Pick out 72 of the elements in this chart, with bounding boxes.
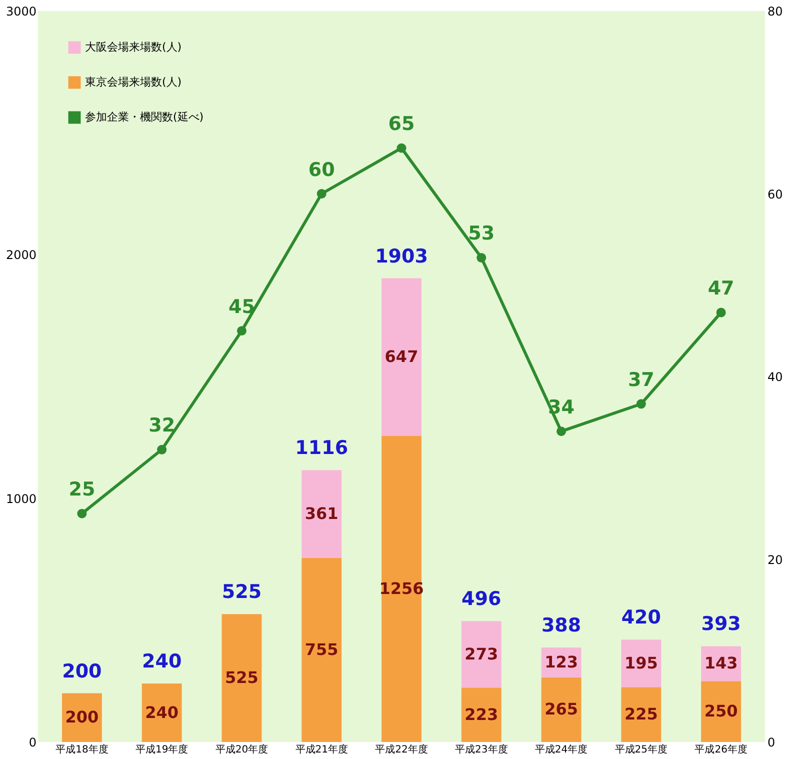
bar [382, 436, 422, 742]
total-label: 496 [462, 588, 502, 610]
data-label: 647 [384, 347, 418, 366]
legend-label: 参加企業・機関数(延べ) [85, 110, 204, 124]
total-label: 1116 [295, 437, 348, 460]
x-tick-label: 平成26年度 [694, 744, 748, 756]
data-label: 45 [228, 296, 255, 318]
x-tick-label: 平成19年度 [135, 744, 188, 756]
point [636, 399, 646, 409]
point [476, 252, 486, 262]
point [157, 444, 167, 454]
bar [302, 470, 342, 558]
point [316, 189, 326, 198]
point [77, 508, 87, 518]
y2-tick-label: 80 [768, 4, 783, 18]
y2-tick-label: 0 [768, 736, 776, 750]
y2-tick-label: 60 [768, 187, 783, 202]
y-tick-label: 2000 [6, 248, 36, 262]
data-label: 53 [468, 222, 495, 245]
data-label: 223 [464, 704, 498, 724]
data-label: 225 [624, 704, 658, 724]
point [716, 308, 726, 318]
legend-label: 大阪会場来場数(人) [85, 40, 182, 54]
data-label: 195 [624, 653, 658, 672]
x-tick-label: 平成23年度 [455, 744, 508, 756]
data-label: 32 [148, 414, 176, 437]
bar [222, 614, 262, 742]
x-tick-label: 平成25年度 [614, 744, 668, 756]
total-label: 200 [62, 660, 102, 682]
data-label: 65 [388, 113, 415, 136]
total-label: 420 [621, 606, 662, 629]
point [236, 326, 246, 336]
data-label: 525 [225, 668, 258, 688]
bar [461, 621, 502, 688]
total-label: 525 [222, 581, 262, 604]
y2-tick-label: 40 [768, 370, 783, 384]
total-label: 1903 [375, 245, 428, 268]
bar [382, 278, 422, 436]
data-label: 755 [304, 640, 338, 660]
data-label: 361 [304, 504, 338, 524]
data-label: 25 [68, 478, 96, 501]
bar [302, 558, 342, 742]
bar [541, 677, 582, 742]
total-label: 388 [541, 614, 582, 636]
data-label: 200 [65, 708, 99, 727]
data-label: 240 [145, 702, 179, 722]
total-label: 393 [701, 613, 741, 636]
x-tick-label: 平成24年度 [534, 744, 588, 756]
data-label: 123 [544, 652, 578, 672]
legend-label: 東京会場来場数(人) [85, 76, 182, 88]
y-tick-label: 0 [28, 736, 36, 750]
x-tick-label: 平成21年度 [295, 744, 348, 756]
y-tick-label: 3000 [6, 4, 36, 18]
total-label: 240 [142, 650, 182, 673]
data-label: 265 [544, 700, 578, 719]
data-label: 273 [464, 644, 498, 664]
bar [461, 688, 502, 742]
point [556, 426, 566, 436]
y2-tick-label: 20 [768, 552, 783, 567]
data-label: 47 [708, 278, 734, 300]
data-label: 37 [628, 368, 654, 391]
x-tick-label: 平成22年度 [375, 744, 428, 756]
x-tick-label: 平成18年度 [56, 744, 108, 756]
data-label: 143 [704, 654, 738, 673]
bar [621, 687, 662, 742]
data-label: 60 [308, 158, 335, 181]
y-tick-label: 1000 [6, 492, 36, 506]
data-label: 250 [704, 702, 738, 721]
bar [142, 684, 182, 742]
point [396, 143, 406, 153]
x-tick-label: 平成20年度 [215, 744, 268, 756]
bar [701, 681, 742, 742]
